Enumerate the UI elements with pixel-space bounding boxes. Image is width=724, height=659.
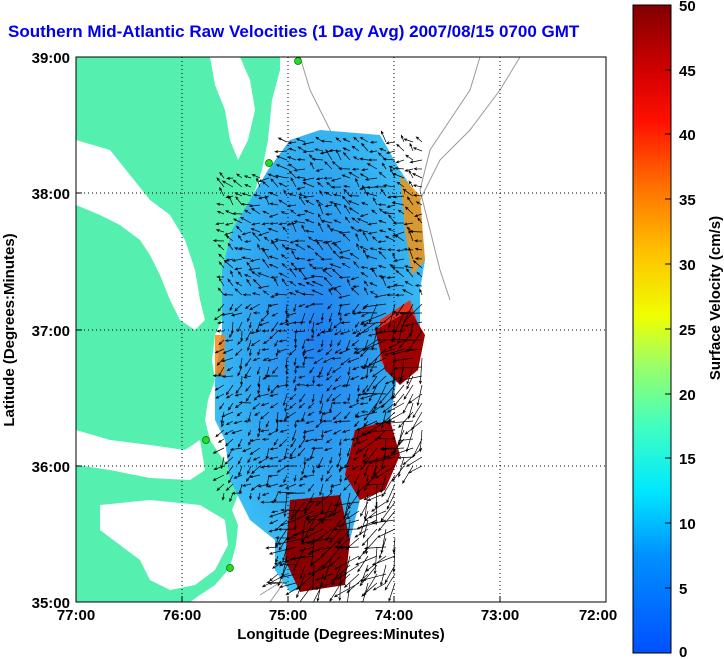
tick-marks — [76, 192, 501, 602]
x-tick-label: 76:00 — [163, 607, 201, 624]
y-tick-labels: 39:00 38:00 37:00 36:00 35:00 — [32, 50, 70, 612]
x-tick-label: 72:00 — [579, 607, 617, 624]
colorbar-tick-label: 35 — [679, 192, 696, 209]
y-axis-label: Latitude (Degrees:Minutes) — [1, 233, 18, 426]
colorbar-tick-label: 15 — [679, 451, 696, 468]
chesapeake-bay — [76, 140, 205, 330]
colorbar-ticks — [665, 4, 671, 589]
y-tick-label: 37:00 — [32, 323, 70, 340]
colorbar: 50 45 40 35 30 25 20 15 10 5 0 Surface V… — [632, 0, 724, 659]
x-tick-label: 74:00 — [375, 607, 413, 624]
plot-area — [76, 57, 606, 602]
velocity-hotspot-coast — [215, 335, 225, 375]
x-tick-label: 75:00 — [269, 607, 307, 624]
colorbar-tick-label: 20 — [679, 387, 696, 404]
colorbar-tick-label: 45 — [679, 63, 696, 80]
x-tick-label: 77:00 — [57, 607, 95, 624]
grid-lines — [76, 57, 606, 602]
colorbar-tick-label: 40 — [679, 127, 696, 144]
velocity-hotspot-red-3 — [285, 495, 350, 592]
velocity-hotspot-orange — [400, 175, 425, 275]
x-tick-label: 73:00 — [481, 607, 519, 624]
pamlico-sound — [100, 500, 228, 590]
x-axis-label: Longitude (Degrees:Minutes) — [237, 626, 445, 643]
colorbar-tick-label: 30 — [679, 257, 696, 274]
hf-radar-stations — [202, 57, 302, 572]
colorbar-tick-label: 10 — [679, 516, 696, 533]
y-tick-label: 39:00 — [32, 50, 70, 67]
y-tick-label: 35:00 — [32, 595, 70, 612]
current-vectors — [212, 130, 423, 602]
y-tick-label: 38:00 — [32, 186, 70, 203]
colorbar-tick-label: 0 — [679, 644, 687, 659]
station-marker — [294, 57, 302, 65]
colorbar-gradient — [632, 4, 672, 654]
station-marker — [265, 159, 273, 167]
colorbar-tick-label: 5 — [679, 581, 687, 598]
colorbar-tick-label: 50 — [679, 0, 696, 15]
station-marker — [226, 564, 234, 572]
colorbar-tick-label: 25 — [679, 322, 696, 339]
vector-arrows — [212, 130, 423, 602]
colorbar-label: Surface Velocity (cm/s) — [707, 216, 724, 380]
albemarle-sound — [76, 430, 205, 480]
x-tick-labels: 77:00 76:00 75:00 74:00 73:00 72:00 — [57, 607, 617, 624]
station-marker — [202, 436, 210, 444]
y-tick-label: 36:00 — [32, 459, 70, 476]
delaware-bay — [210, 57, 255, 160]
map-title: Southern Mid-Atlantic Raw Velocities (1 … — [8, 22, 580, 41]
